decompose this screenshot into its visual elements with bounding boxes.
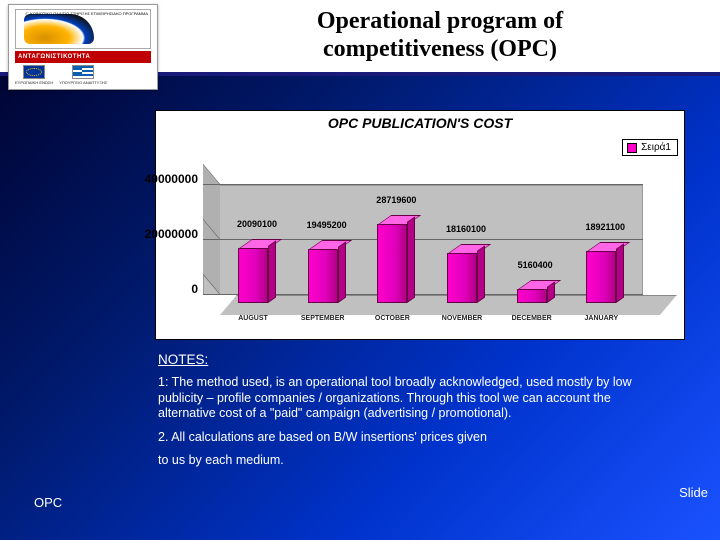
chart-bar-side (477, 245, 485, 303)
chart-title: OPC PUBLICATION'S COST (156, 115, 684, 131)
legend-swatch (627, 143, 637, 153)
chart-bar: 19495200SEPTEMBER (308, 240, 338, 303)
chart-bar-front (586, 251, 616, 303)
logo-top-text: Γ´ ΚΟΙΝΟΤΙΚΟ ΠΛΑΙΣΙΟ ΣΤΗΡΙΞΗΣ ΕΠΙΧΕΙΡΗΣΙ… (26, 11, 148, 16)
chart-category-label: OCTOBER (375, 315, 410, 322)
chart-legend: Σειρά1 (622, 139, 678, 156)
chart-bar-value-label: 5160400 (518, 260, 553, 270)
gr-caption: ΥΠΟΥΡΓΕΙΟ ΑΝΑΠΤΥΞΗΣ (59, 80, 107, 85)
program-logo: Γ´ ΚΟΙΝΟΤΙΚΟ ΠΛΑΙΣΙΟ ΣΤΗΡΙΞΗΣ ΕΠΙΧΕΙΡΗΣΙ… (8, 4, 158, 90)
logo-arc-icon (24, 14, 94, 44)
legend-label: Σειρά1 (641, 142, 671, 153)
greece-flag-icon (72, 65, 94, 79)
chart-bar-side (616, 243, 624, 303)
notes-p2: 2. All calculations are based on B/W ins… (158, 430, 660, 446)
chart-gridline (203, 184, 643, 185)
chart-bar-front (377, 224, 407, 303)
chart-bar-front (517, 289, 547, 303)
eu-caption: ΕΥΡΩΠΑΪΚΗ ΕΝΩΣΗ (15, 80, 53, 85)
title-line-2: competitiveness (OPC) (323, 36, 557, 62)
chart-bar: 5160400DECEMBER (517, 280, 547, 303)
chart-plot-area: 0200000004000000020090100AUGUST19495200S… (220, 169, 660, 315)
footer-left: OPC (34, 495, 62, 510)
logo-red-band: ΑΝΤΑΓΩΝΙΣΤΙΚΟΤΗΤΑ (15, 51, 151, 63)
chart-bar-side (338, 242, 346, 303)
chart-bar-value-label: 18921100 (586, 222, 626, 232)
chart-bar-value-label: 18160100 (446, 224, 486, 234)
chart-bar-front (447, 253, 477, 303)
chart-container: OPC PUBLICATION'S COST Σειρά1 0200000004… (155, 110, 685, 340)
chart-bar-side (407, 216, 415, 303)
chart-category-label: NOVEMBER (442, 315, 482, 322)
notes-heading: NOTES: (158, 352, 660, 369)
notes-block: NOTES: 1: The method used, is an operati… (158, 352, 660, 477)
chart-bar: 18160100NOVEMBER (447, 244, 477, 303)
logo-graphic: Γ´ ΚΟΙΝΟΤΙΚΟ ΠΛΑΙΣΙΟ ΣΤΗΡΙΞΗΣ ΕΠΙΧΕΙΡΗΣΙ… (15, 9, 151, 49)
chart-category-label: JANUARY (585, 315, 619, 322)
chart-bar: 28719600OCTOBER (377, 215, 407, 303)
chart-bar-front (308, 249, 338, 303)
chart-bar: 18921100JANUARY (586, 242, 616, 303)
chart-bar-value-label: 19495200 (307, 220, 347, 230)
eu-flag-icon (23, 65, 45, 79)
chart-category-label: SEPTEMBER (301, 315, 345, 322)
chart-bar-value-label: 20090100 (237, 219, 277, 229)
chart-bar-front (238, 248, 268, 303)
footer-right: Slide (679, 485, 708, 500)
chart-ytick-label: 0 (191, 282, 198, 296)
chart-category-label: AUGUST (238, 315, 268, 322)
chart-ytick-label: 20000000 (145, 227, 198, 241)
chart-bar: 20090100AUGUST (238, 239, 268, 303)
slide-title: Operational program of competitiveness (… (180, 8, 700, 63)
chart-bar-value-label: 28719600 (376, 195, 416, 205)
title-line-1: Operational program of (317, 8, 563, 34)
chart-ytick-label: 40000000 (145, 172, 198, 186)
notes-p1: 1: The method used, is an operational to… (158, 375, 660, 422)
chart-bar-side (268, 240, 276, 303)
chart-category-label: DECEMBER (512, 315, 552, 322)
notes-p3: to us by each medium. (158, 453, 660, 469)
logo-flags: ΕΥΡΩΠΑΪΚΗ ΕΝΩΣΗ ΥΠΟΥΡΓΕΙΟ ΑΝΑΠΤΥΞΗΣ (15, 65, 151, 85)
